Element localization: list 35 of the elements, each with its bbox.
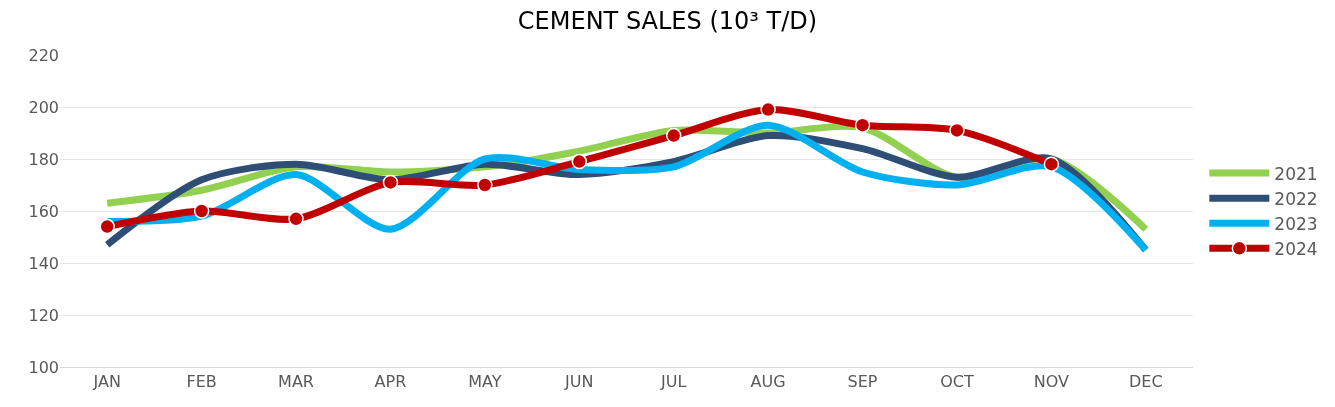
point: [193, 203, 210, 219]
x-tick-label: APR: [374, 372, 407, 392]
legend-label: 2021: [1274, 163, 1318, 184]
x-tick-label: FEB: [186, 372, 217, 392]
x-tick-label: JUN: [564, 372, 594, 392]
point: [288, 211, 304, 227]
point: [760, 101, 776, 118]
y-tick-label: 140: [28, 253, 59, 273]
x-tick-label: MAR: [278, 372, 314, 392]
x-tick-label: OCT: [940, 372, 974, 392]
legend-label: 2024: [1274, 238, 1318, 259]
legend-label: 2022: [1274, 188, 1318, 209]
y-tick-label: 220: [28, 45, 59, 65]
point: [1043, 156, 1060, 172]
x-tick-label: JUL: [660, 372, 687, 392]
point: [99, 218, 115, 235]
y-tick-label: 200: [28, 97, 59, 117]
chart-title: CEMENT SALES (10³ T/D): [517, 7, 818, 36]
x-tick-label: JAN: [92, 372, 121, 392]
y-tick-label: 160: [28, 201, 59, 221]
point: [382, 174, 399, 191]
x-tick-label: MAY: [468, 372, 502, 392]
point: [477, 177, 493, 193]
point: [854, 117, 871, 133]
point: [665, 127, 682, 144]
x-tick-label: SEP: [847, 372, 878, 392]
point: [571, 153, 588, 170]
y-tick-label: 100: [28, 357, 59, 377]
x-tick-label: DEC: [1128, 372, 1163, 392]
x-tick-label: NOV: [1033, 372, 1070, 392]
point: [949, 122, 965, 139]
y-tick-label: 120: [28, 305, 59, 325]
legend-label: 2023: [1274, 213, 1318, 234]
y-tick-label: 180: [28, 149, 59, 169]
x-tick-label: AUG: [750, 372, 786, 392]
